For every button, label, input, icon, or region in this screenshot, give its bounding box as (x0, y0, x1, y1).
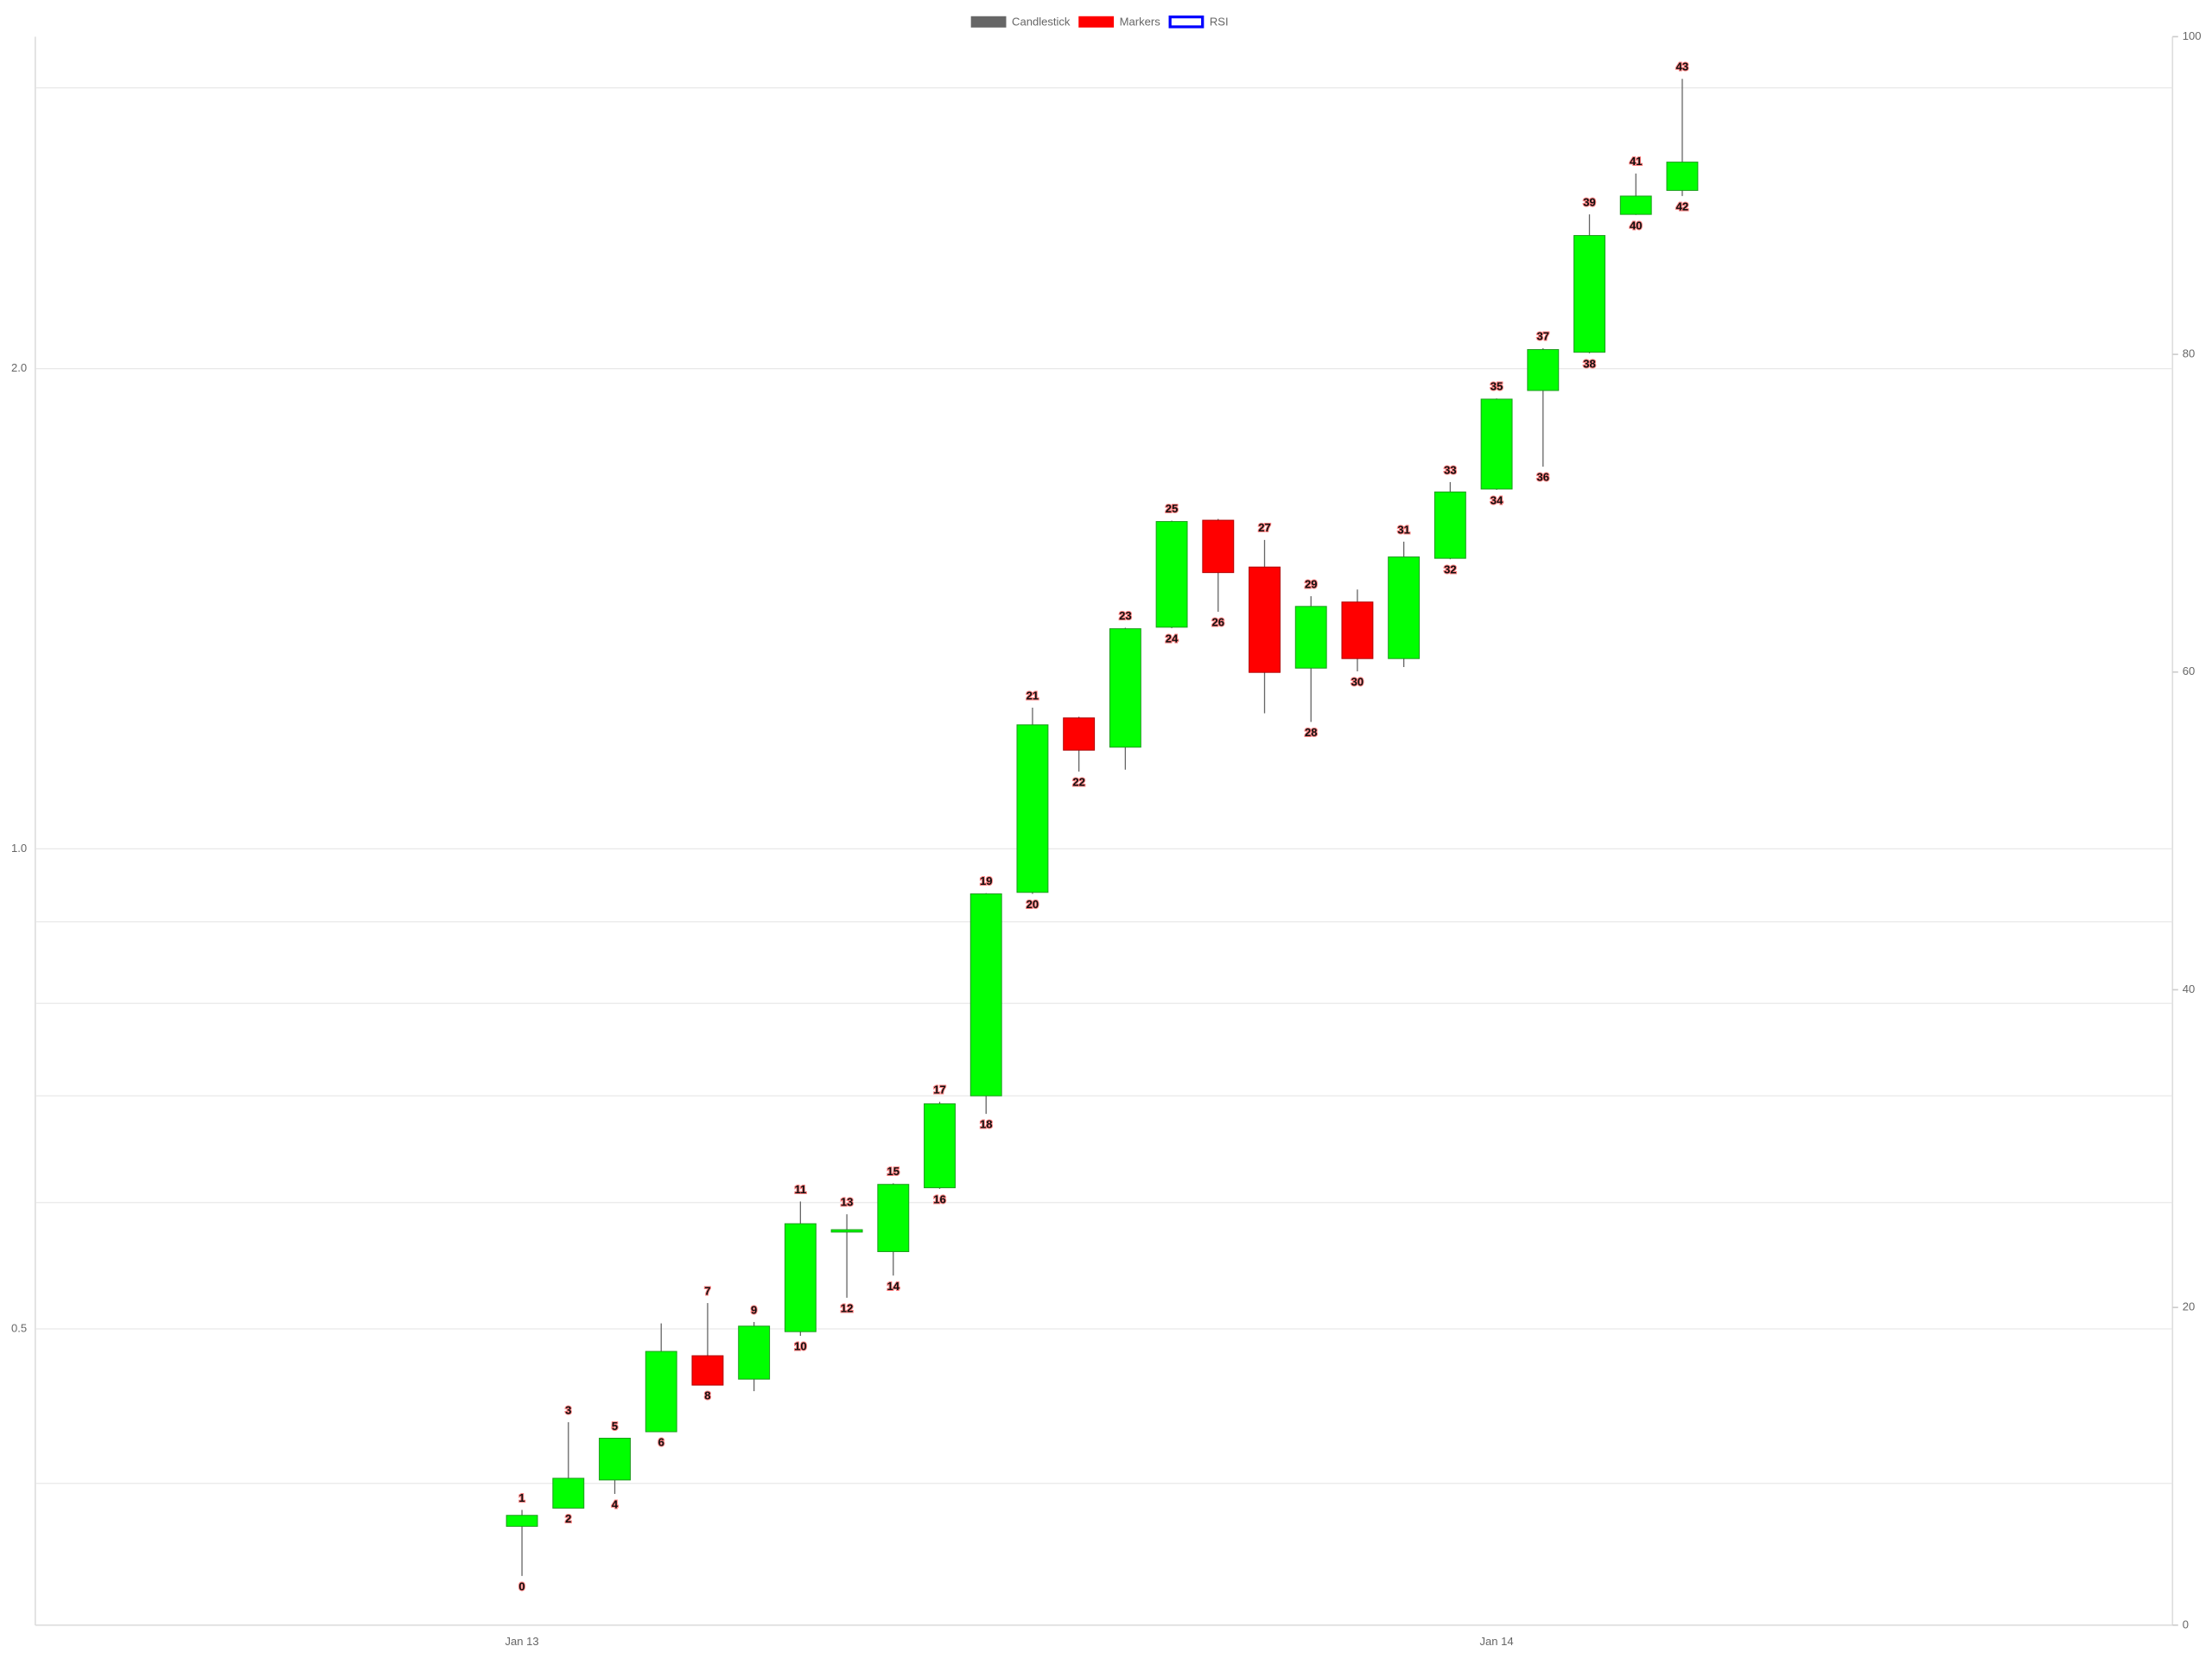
candle-body (505, 1515, 538, 1527)
candle-body (552, 1478, 585, 1509)
candle-body (830, 1229, 863, 1233)
legend: Candlestick Markers RSI (970, 15, 1229, 29)
marker-label: 5 (612, 1420, 618, 1433)
y-tick-label: 0.5 (11, 1321, 27, 1334)
marker-label: 18 (980, 1118, 993, 1131)
marker-label: 26 (1212, 616, 1225, 629)
marker-label: 32 (1444, 563, 1457, 576)
candle-body (1527, 349, 1560, 391)
candle-body (1063, 717, 1096, 751)
marker-label: 20 (1027, 898, 1039, 911)
marker-label: 23 (1119, 609, 1132, 622)
marker-label: 14 (887, 1280, 900, 1293)
marker-label: 30 (1351, 675, 1364, 688)
candle-body (1109, 628, 1141, 748)
candle-body (1202, 519, 1235, 574)
y-tick-label: 2.0 (11, 361, 27, 374)
marker-label: 43 (1676, 60, 1689, 73)
marker-label: 0 (518, 1580, 524, 1592)
marker-label: 21 (1027, 689, 1039, 702)
marker-label: 39 (1583, 196, 1596, 209)
legend-swatch (970, 16, 1007, 28)
marker-label: 13 (841, 1196, 854, 1209)
y2-tick-label: 80 (2183, 347, 2196, 360)
marker-label: 24 (1166, 632, 1179, 645)
marker-label: 29 (1305, 577, 1318, 590)
candle-body (1433, 491, 1466, 559)
candle-body (1155, 521, 1188, 628)
candle-body (599, 1437, 631, 1481)
marker-label: 10 (794, 1340, 807, 1353)
marker-label: 19 (980, 874, 993, 887)
legend-label: RSI (1210, 16, 1229, 29)
y2-tick-label: 100 (2183, 29, 2202, 42)
marker-label: 12 (841, 1301, 854, 1314)
marker-label: 33 (1444, 463, 1457, 476)
candle-body (1388, 556, 1421, 659)
legend-label: Markers (1120, 16, 1161, 29)
marker-label: 38 (1583, 357, 1596, 370)
marker-label: 9 (751, 1303, 757, 1316)
candle-body (1341, 601, 1374, 659)
x-tick-label: Jan 14 (1479, 1635, 1513, 1648)
marker-label: 35 (1491, 379, 1503, 392)
marker-label: 8 (704, 1389, 710, 1402)
candle-body (645, 1351, 677, 1433)
marker-label: 4 (612, 1497, 619, 1510)
legend-swatch (1078, 16, 1115, 28)
marker-label: 41 (1630, 155, 1643, 168)
marker-label: 27 (1258, 521, 1271, 534)
candle-body (877, 1184, 910, 1253)
candle-body (969, 893, 1002, 1096)
x-tick-label: Jan 13 (505, 1635, 538, 1648)
marker-label: 42 (1676, 200, 1689, 213)
marker-label: 11 (794, 1183, 806, 1196)
marker-label: 15 (887, 1165, 900, 1178)
marker-label: 17 (933, 1084, 946, 1096)
marker-label: 6 (658, 1436, 664, 1449)
marker-label: 3 (565, 1403, 571, 1416)
marker-label: 1 (518, 1491, 524, 1504)
y-tick-label: 1.0 (11, 842, 27, 855)
marker-label: 2 (565, 1512, 571, 1525)
candle-body (784, 1223, 817, 1332)
marker-label: 36 (1537, 471, 1550, 484)
candle-body (691, 1355, 724, 1386)
legend-label: Candlestick (1012, 16, 1071, 29)
marker-label: 28 (1305, 726, 1318, 739)
candle-body (1249, 566, 1281, 673)
marker-label: 34 (1491, 493, 1503, 506)
y2-tick-label: 0 (2183, 1618, 2189, 1630)
candle-body (738, 1325, 771, 1380)
candle-body (1573, 235, 1605, 353)
candle-body (1666, 162, 1699, 191)
y2-tick-label: 40 (2183, 982, 2196, 995)
candle-body (1016, 724, 1049, 893)
marker-label: 37 (1537, 329, 1550, 342)
y2-tick-label: 60 (2183, 664, 2196, 677)
marker-label: 25 (1166, 502, 1179, 515)
candle-body (1480, 398, 1513, 490)
candle-body (924, 1103, 956, 1189)
marker-label: 40 (1630, 219, 1643, 232)
marker-label: 7 (704, 1284, 710, 1297)
legend-swatch (1168, 15, 1205, 29)
marker-label: 16 (933, 1192, 946, 1205)
y2-tick-label: 20 (2183, 1300, 2196, 1313)
marker-label: 31 (1397, 523, 1410, 536)
marker-label: 22 (1072, 775, 1085, 788)
candle-body (1619, 195, 1652, 215)
candle-body (1294, 606, 1327, 669)
